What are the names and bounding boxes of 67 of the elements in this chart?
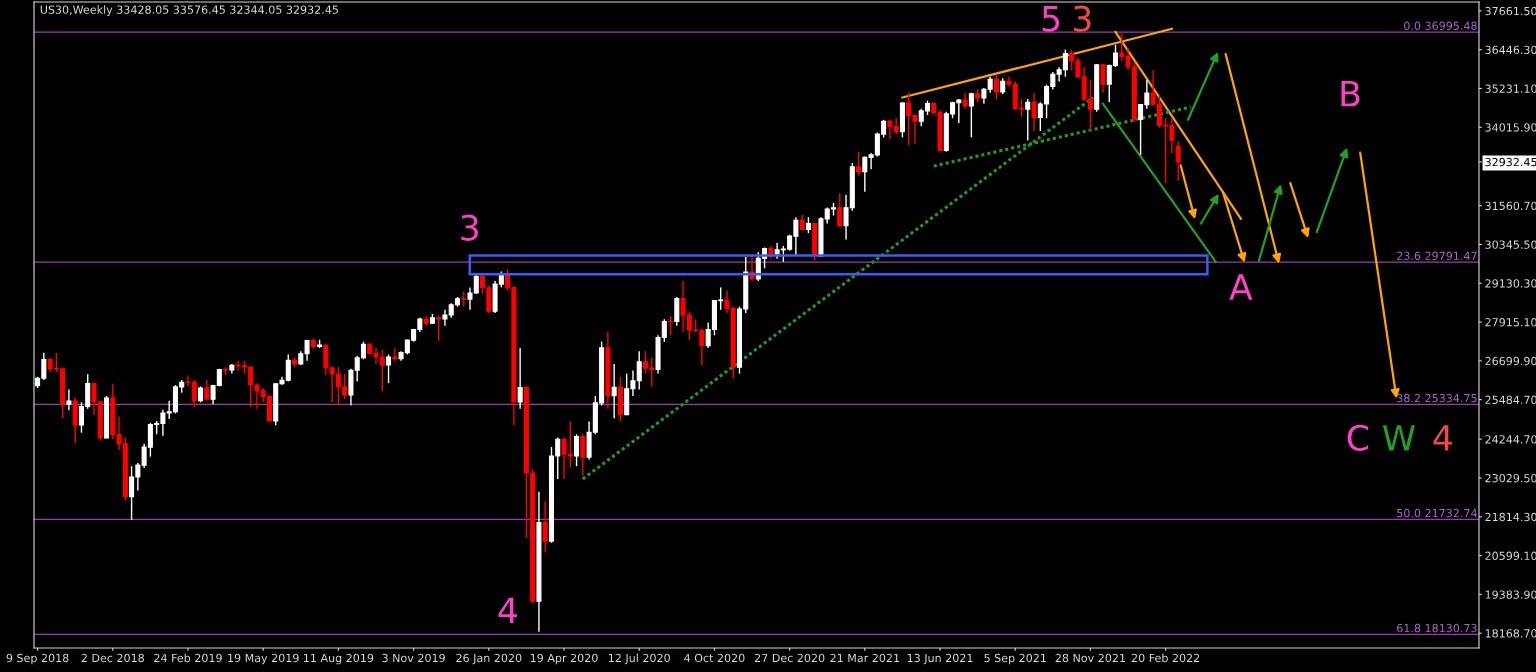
candlestick bbox=[856, 151, 862, 177]
x-tick-label: 4 Oct 2020 bbox=[684, 653, 745, 663]
candlestick bbox=[968, 91, 974, 139]
ref-line-label: 61.8 18130.73 bbox=[1397, 623, 1477, 633]
candlestick bbox=[386, 353, 392, 384]
x-tick-label: 21 Mar 2021 bbox=[830, 653, 900, 663]
y-tick-label: 24244.70 bbox=[1485, 435, 1536, 444]
y-tick-label: 32932.45 bbox=[1485, 157, 1536, 167]
x-tick-label: 9 Sep 2018 bbox=[6, 653, 69, 665]
x-tick-label: 19 May 2019 bbox=[228, 653, 299, 665]
y-tick-label: 20599.10 bbox=[1485, 551, 1536, 560]
y-tick-label: 21814.30 bbox=[1485, 512, 1536, 522]
candlestick bbox=[668, 315, 674, 336]
y-tick-label: 25484.70 bbox=[1485, 395, 1536, 405]
candlestick bbox=[323, 344, 329, 376]
candlestick bbox=[1025, 98, 1031, 142]
ref-line-label: 23.6 29791.47 bbox=[1397, 251, 1477, 260]
annotation: W bbox=[1382, 425, 1415, 451]
y-tick-label: 30345.50 bbox=[1485, 240, 1536, 249]
x-tick-label: 5 Sep 2021 bbox=[984, 653, 1046, 665]
y-tick-label: 29130.30 bbox=[1485, 279, 1536, 288]
y-tick-label: 34015.90 bbox=[1485, 123, 1536, 132]
y-tick-label: 19383.90 bbox=[1485, 590, 1536, 599]
y-tick-label: 36446.30 bbox=[1485, 45, 1536, 55]
x-tick-label: 28 Nov 2021 bbox=[1055, 653, 1125, 663]
y-tick-label: 37661.50 bbox=[1485, 6, 1536, 16]
x-tick-label: 13 Jun 2021 bbox=[907, 653, 973, 665]
annotation: 3 bbox=[1073, 5, 1091, 32]
y-tick-label: 18168.70 bbox=[1485, 629, 1536, 638]
candlestick bbox=[1031, 91, 1037, 132]
annotation: A bbox=[1229, 274, 1253, 300]
candlestick bbox=[66, 388, 72, 412]
x-tick-label: 3 Nov 2019 bbox=[382, 653, 445, 663]
chart-title: US30,Weekly 33428.05 33576.45 32344.05 32932.45 bbox=[40, 5, 338, 16]
annotation: 5 bbox=[1042, 5, 1060, 32]
candlestick bbox=[1100, 63, 1106, 94]
y-tick-label: 35231.10 bbox=[1485, 84, 1536, 93]
x-tick-label: 27 Dec 2020 bbox=[754, 653, 825, 663]
x-tick-label: 2 Dec 2018 bbox=[81, 653, 144, 663]
candlestick bbox=[542, 500, 548, 554]
candlestick bbox=[436, 315, 442, 342]
annotation: B bbox=[1341, 80, 1360, 107]
y-tick-label: 23029.50 bbox=[1485, 473, 1536, 483]
ref-line-label: 38.2 25334.75 bbox=[1397, 393, 1477, 403]
candlestick bbox=[837, 192, 843, 228]
annotation: 3 bbox=[461, 214, 479, 241]
x-tick-label: 20 Feb 2022 bbox=[1131, 653, 1200, 663]
ref-line-label: 50.0 21732.74 bbox=[1397, 508, 1477, 518]
x-tick-label: 11 Aug 2019 bbox=[304, 653, 374, 665]
y-tick-label: 26699.90 bbox=[1485, 356, 1536, 366]
y-tick-label: 27915.10 bbox=[1485, 318, 1536, 327]
ref-line-label: 0.0 36995.48 bbox=[1404, 21, 1477, 30]
x-tick-label: 12 Jul 2020 bbox=[608, 653, 670, 665]
candlestick bbox=[1175, 140, 1181, 182]
annotation: C bbox=[1347, 424, 1369, 451]
annotation: 4 bbox=[1433, 425, 1452, 451]
x-tick-label: 26 Jan 2020 bbox=[456, 653, 522, 665]
candlestick bbox=[580, 433, 586, 477]
candlestick bbox=[611, 363, 617, 419]
candlestick bbox=[517, 347, 523, 410]
x-tick-label: 24 Feb 2019 bbox=[154, 653, 222, 663]
candlestick bbox=[574, 433, 580, 467]
y-tick-label: 31560.70 bbox=[1485, 201, 1536, 211]
candlestick bbox=[674, 296, 680, 327]
annotation: 4 bbox=[498, 597, 517, 624]
x-tick-label: 19 Apr 2020 bbox=[530, 653, 598, 665]
candlestick bbox=[993, 74, 999, 100]
